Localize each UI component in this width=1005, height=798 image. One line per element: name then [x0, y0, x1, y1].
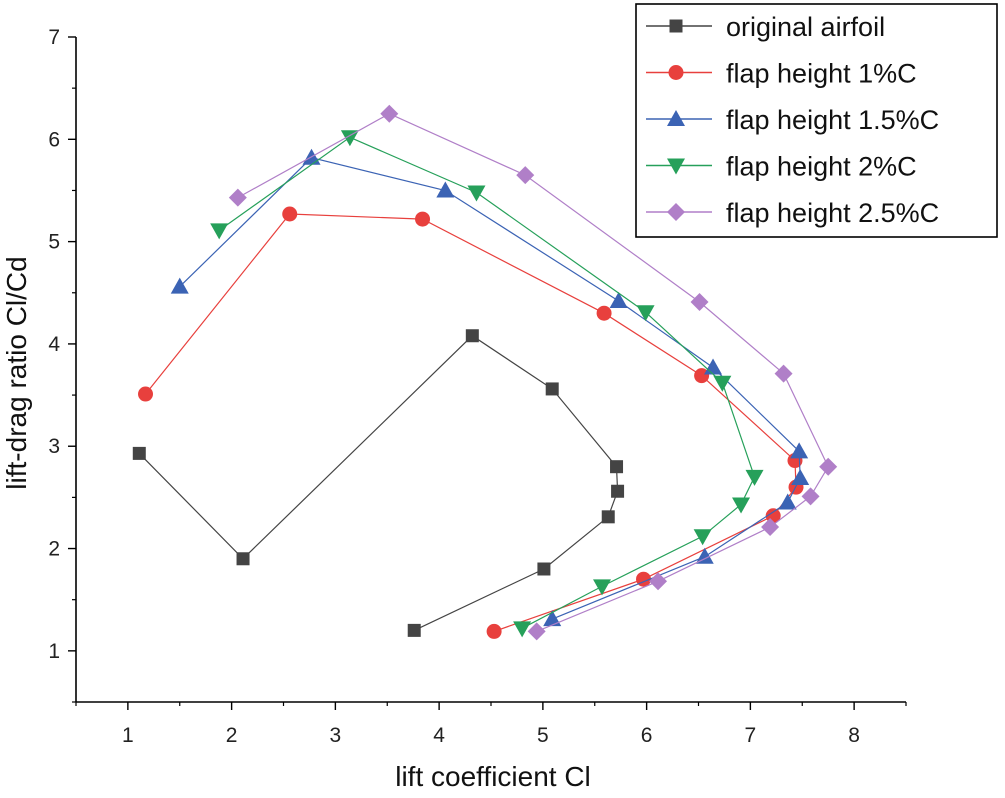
data-point [704, 358, 723, 375]
series-2 [138, 206, 804, 639]
data-point [649, 572, 668, 591]
data-point [380, 104, 399, 123]
legend-label: flap height 2.5%C [726, 198, 939, 228]
data-point [695, 547, 714, 564]
data-point [170, 277, 189, 294]
data-point [282, 206, 298, 222]
y-axis-title: lift-drag ratio Cl/Cd [1, 256, 32, 489]
data-point [596, 305, 612, 321]
y-axis: 1 2 3 4 5 6 7 [48, 26, 76, 703]
legend-item: flap height 1%C [646, 59, 917, 89]
series-4 [210, 130, 764, 638]
x-tick-label: 4 [433, 724, 445, 747]
data-point [340, 130, 359, 147]
data-point [593, 579, 612, 596]
data-point [778, 493, 797, 510]
data-point [407, 623, 421, 637]
y-tick-label: 1 [48, 640, 60, 663]
data-point [693, 529, 712, 546]
series-layer [132, 104, 838, 641]
data-point [138, 386, 154, 402]
data-point [713, 375, 732, 392]
legend-marker [667, 158, 685, 175]
data-point [790, 442, 809, 459]
legend-label: flap height 1.5%C [726, 105, 939, 135]
legend-item: original airfoil [646, 12, 885, 42]
legend-label: flap height 1%C [726, 59, 917, 89]
data-point [690, 292, 709, 311]
data-point [761, 518, 780, 537]
data-point [513, 621, 532, 638]
x-tick-label: 7 [745, 724, 757, 747]
y-tick-label: 5 [48, 231, 60, 254]
legend-marker [668, 65, 684, 80]
data-point [732, 497, 751, 514]
data-point [611, 484, 625, 498]
series-line [237, 113, 829, 632]
data-point [636, 305, 655, 322]
data-point [543, 610, 562, 627]
data-point [467, 185, 486, 202]
data-point [774, 364, 793, 383]
legend-box [635, 3, 998, 238]
data-point [228, 188, 247, 207]
legend-item: flap height 2.5%C [646, 198, 939, 228]
data-point [516, 166, 535, 185]
data-point [694, 368, 710, 384]
series-line [218, 136, 756, 629]
data-point [745, 469, 764, 486]
data-point [609, 291, 628, 308]
x-tick-label: 3 [330, 724, 342, 747]
series-line [179, 157, 801, 620]
data-point [436, 181, 455, 198]
legend-marker [669, 19, 683, 33]
x-tick-label: 6 [641, 724, 653, 747]
data-point [545, 382, 559, 396]
data-point [801, 487, 820, 506]
data-point [537, 562, 551, 576]
y-tick-label: 2 [48, 538, 60, 561]
x-axis: 1 2 3 4 5 6 7 8 [75, 702, 907, 747]
data-point [791, 468, 810, 485]
series-3 [170, 148, 810, 627]
series-line [145, 213, 797, 632]
legend-marker [667, 203, 685, 221]
data-point [601, 510, 615, 524]
data-point [210, 223, 229, 240]
legend-label: original airfoil [726, 12, 885, 42]
data-point [465, 329, 479, 343]
data-point [819, 457, 838, 476]
data-point [527, 622, 546, 641]
x-tick-label: 1 [122, 724, 134, 747]
data-point [236, 552, 250, 566]
data-point [415, 211, 431, 227]
series-line [138, 334, 619, 631]
legend-item: flap height 1.5%C [646, 105, 939, 135]
y-tick-label: 7 [48, 26, 60, 49]
x-axis-title: lift coefficient Cl [395, 761, 591, 792]
series-1 [132, 329, 625, 637]
legend-marker [667, 110, 685, 126]
legend-label: flap height 2%C [726, 152, 917, 182]
y-tick-label: 6 [48, 128, 60, 151]
x-tick-label: 2 [226, 724, 238, 747]
legend: original airfoil flap height 1%C flap heig… [635, 3, 998, 238]
x-tick-label: 5 [537, 724, 549, 747]
legend-item: flap height 2%C [646, 152, 917, 182]
data-point [610, 460, 624, 474]
y-tick-label: 4 [48, 333, 60, 356]
data-point [486, 623, 502, 639]
series-5 [228, 104, 838, 641]
y-tick-label: 3 [48, 435, 60, 458]
data-point [132, 446, 146, 460]
x-tick-label: 8 [848, 724, 860, 747]
